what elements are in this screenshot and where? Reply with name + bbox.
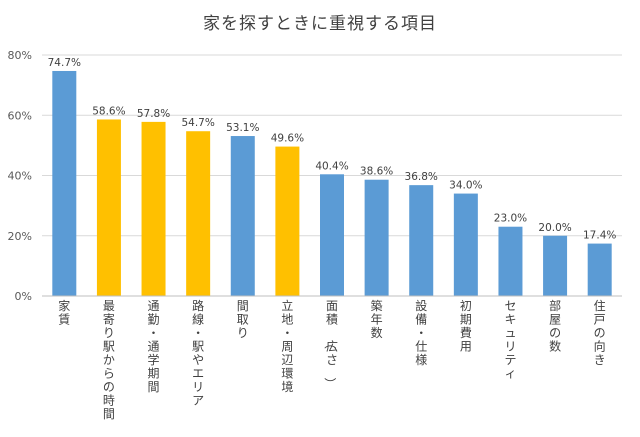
- bar: [230, 136, 255, 296]
- data-label: 40.4%: [315, 160, 348, 172]
- x-tick-label: 最寄り駅からの時間: [103, 299, 115, 421]
- bar: [587, 243, 612, 296]
- bar: [364, 179, 389, 296]
- x-tick-label: 築年数: [371, 298, 383, 340]
- x-tick-label: 設備・仕様: [415, 298, 427, 367]
- bar: [52, 70, 77, 296]
- bar: [320, 174, 344, 296]
- data-label: 36.8%: [405, 171, 438, 183]
- x-tick-label: 面積（広さ）: [323, 299, 338, 390]
- data-label: 74.7%: [48, 57, 81, 69]
- y-tick-label: 0%: [15, 290, 32, 303]
- data-label: 17.4%: [583, 230, 616, 242]
- data-label: 38.6%: [360, 166, 393, 178]
- bar: [186, 131, 211, 296]
- bar: [96, 119, 121, 296]
- x-tick-label: セキュリティ: [504, 299, 516, 381]
- x-tick-label: 家賃: [58, 298, 70, 327]
- bar: [275, 146, 300, 296]
- bar: [498, 226, 523, 296]
- data-label: 20.0%: [538, 222, 571, 234]
- data-label: 58.6%: [92, 105, 125, 117]
- x-tick-label: 路線・駅やエリア: [192, 298, 204, 408]
- data-label: 54.7%: [181, 117, 214, 129]
- y-tick-label: 60%: [8, 109, 32, 122]
- bar: [453, 193, 478, 296]
- bar: [141, 121, 166, 296]
- bar: [543, 235, 568, 296]
- x-tick-label: 立地・周辺環境: [281, 298, 293, 394]
- y-tick-label: 40%: [8, 170, 32, 183]
- data-label: 53.1%: [226, 122, 259, 134]
- data-label: 34.0%: [449, 180, 482, 192]
- x-tick-label: 初期費用: [460, 299, 472, 354]
- data-label: 49.6%: [271, 133, 304, 145]
- x-tick-label: 通勤・通学期間: [148, 299, 160, 394]
- data-label: 57.8%: [137, 108, 170, 120]
- y-tick-label: 80%: [8, 49, 32, 62]
- chart-title: 家を探すときに重視する項目: [203, 14, 437, 34]
- x-tick-label: 部屋の数: [549, 298, 561, 354]
- bar: [409, 185, 434, 296]
- y-tick-label: 20%: [8, 230, 32, 243]
- x-tick-label: 間取り: [237, 299, 249, 340]
- x-tick-label: 住戸の向き: [594, 299, 606, 367]
- data-label: 23.0%: [494, 213, 527, 225]
